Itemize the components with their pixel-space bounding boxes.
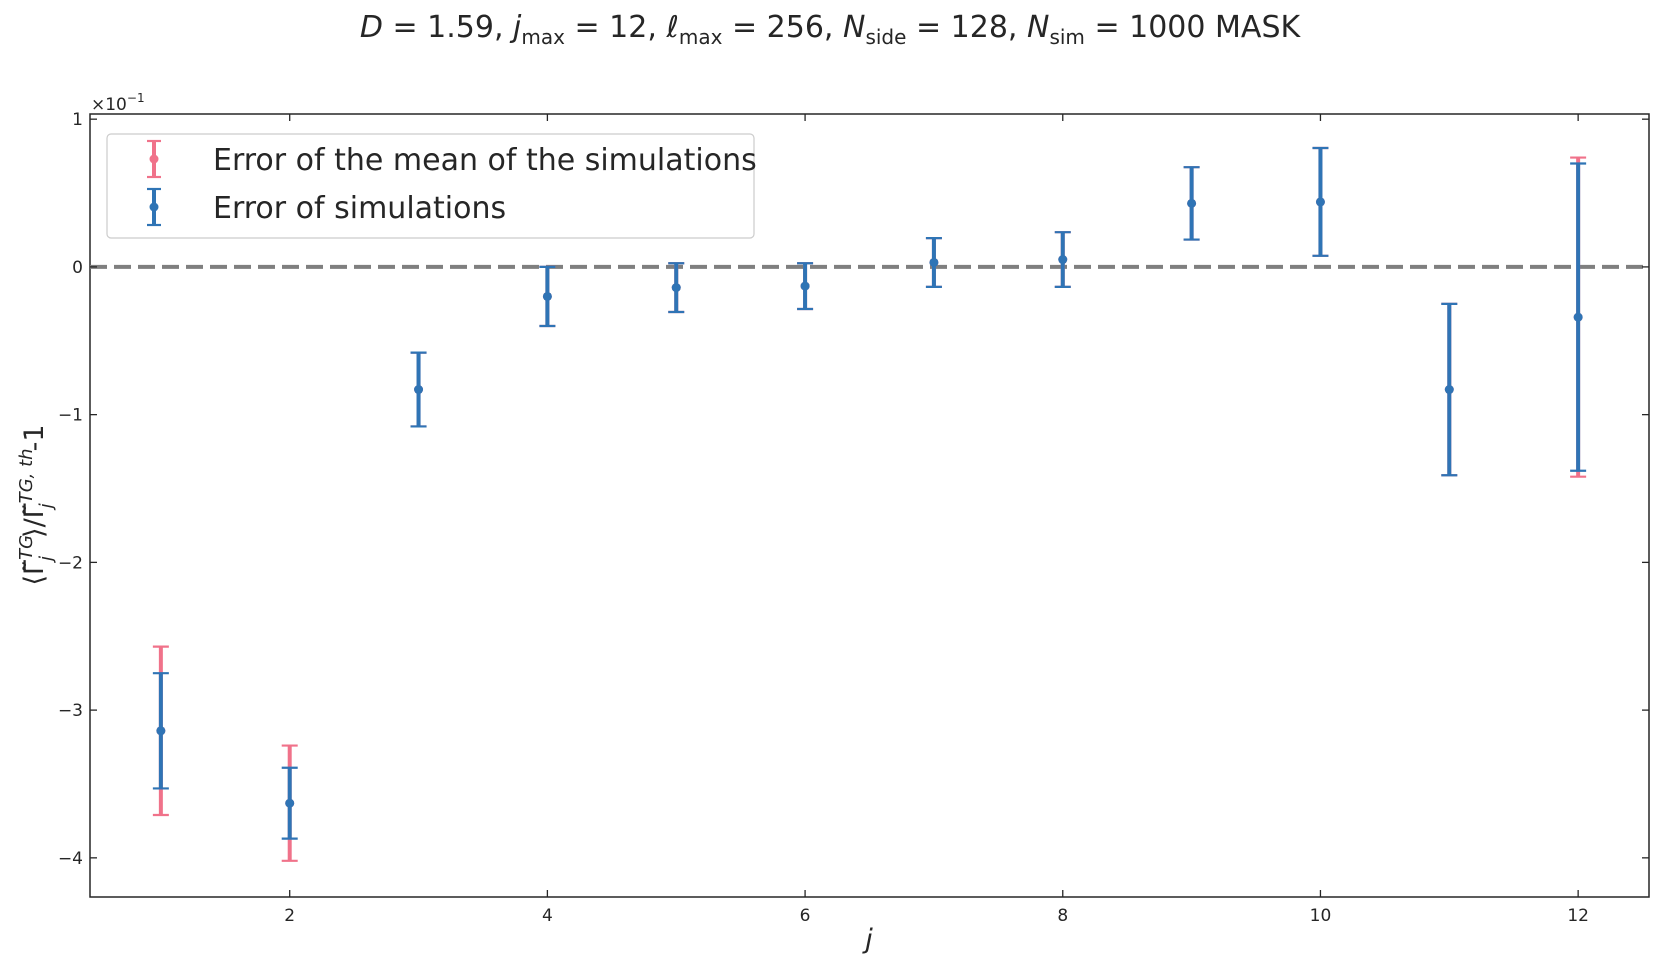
title-nsim-sub: sim (1049, 25, 1084, 49)
title-jmax-sub: max (521, 25, 565, 49)
y-offset-base: ×10 (91, 95, 127, 115)
legend-frame (106, 133, 755, 239)
y-label-open: ⟨ (19, 575, 50, 586)
data-point (800, 281, 810, 291)
data-point (156, 726, 166, 736)
data-point (542, 291, 552, 301)
legend-point (149, 154, 159, 164)
x-tick-label: 6 (800, 906, 811, 926)
plot-area-frame (89, 113, 1650, 898)
y-label-sub-1: j (36, 556, 57, 564)
title-nside-sub: side (865, 25, 906, 49)
chart-title: D = 1.59, jmax = 12, ℓmax = 256, Nside =… (360, 10, 1302, 49)
data-point (1187, 198, 1197, 208)
title-nsim-label: N (1027, 10, 1049, 45)
title-jmax-label: j (509, 10, 522, 45)
legend-label-sim-error: Error of simulations (213, 191, 506, 226)
y-offset-exponent: −1 (127, 91, 145, 105)
y-offset-text: ×10−1 (91, 91, 145, 115)
legend-marker-sim-error (147, 187, 161, 227)
y-label-sub-2: j (36, 503, 57, 511)
x-axis-ticks: 2 4 6 8 10 12 (284, 114, 1589, 926)
y-label-sup-2: TG, th (16, 448, 37, 503)
y-axis-label: ⟨Γ̃TGj⟩/Γ̃TG, thj-1 (16, 424, 57, 585)
legend-point (149, 202, 159, 212)
title-lmax-value: 256 (767, 10, 824, 45)
data-point (1058, 255, 1068, 265)
title-d-label: D (360, 10, 383, 45)
data-point (285, 798, 295, 808)
y-label-tail: -1 (19, 424, 50, 451)
y-label-gamma-1: Γ̃ (19, 560, 50, 575)
y-tick-label: −2 (58, 553, 83, 573)
y-tick-label: −4 (58, 849, 83, 869)
data-point (1315, 197, 1325, 207)
x-axis-label: j (861, 924, 873, 955)
y-tick-label: −1 (58, 406, 83, 426)
legend-marker-mean-error (147, 139, 161, 179)
data-point (929, 257, 939, 267)
title-nside-value: 128 (951, 10, 1008, 45)
legend: Error of the mean of the simulations Err… (106, 133, 757, 239)
x-tick-label: 10 (1310, 906, 1332, 926)
x-tick-label: 12 (1567, 906, 1589, 926)
x-tick-label: 8 (1057, 906, 1068, 926)
y-axis-ticks: −4 −3 −2 −1 0 1 (58, 110, 1649, 869)
data-point (1444, 385, 1454, 395)
title-suffix: MASK (1215, 10, 1301, 45)
title-nside-label: N (843, 10, 865, 45)
y-tick-label: −3 (58, 701, 83, 721)
y-label-mid: ⟩/ (19, 517, 50, 538)
series-layer (152, 146, 1587, 862)
data-point (1573, 312, 1583, 322)
title-lmax-label: ℓ (665, 10, 678, 45)
series-1 (152, 146, 1587, 840)
y-tick-label: 1 (72, 110, 83, 130)
title-jmax-value: 12 (609, 10, 647, 45)
y-label-sup-1: TG (16, 535, 37, 560)
title-d-value: 1.59 (427, 10, 494, 45)
title-lmax-sub: max (679, 25, 723, 49)
y-label-gamma-2: Γ̃ (19, 503, 50, 518)
data-point (414, 385, 424, 395)
y-tick-label: 0 (72, 258, 83, 278)
x-tick-label: 4 (542, 906, 553, 926)
data-point (671, 283, 681, 293)
series-0 (152, 146, 1587, 862)
legend-label-mean-error: Error of the mean of the simulations (213, 143, 757, 178)
title-nsim-value: 1000 (1129, 10, 1205, 45)
x-tick-label: 2 (284, 906, 295, 926)
